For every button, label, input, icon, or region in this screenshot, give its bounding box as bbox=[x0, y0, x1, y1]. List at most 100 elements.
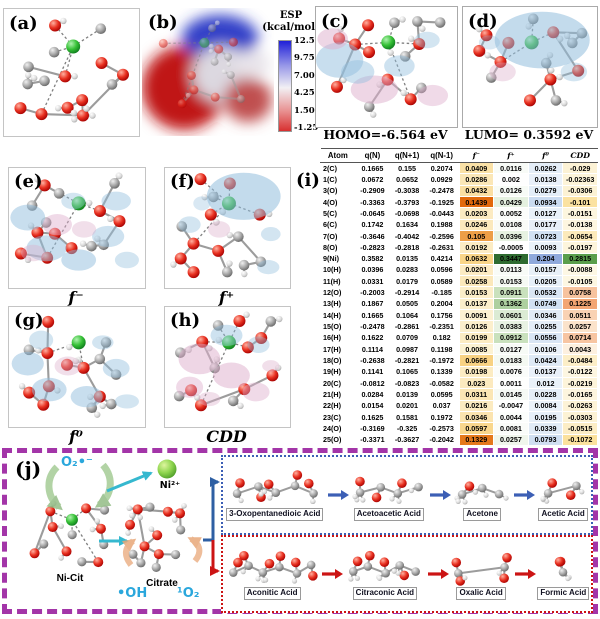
table-cell: 0.0383 bbox=[493, 320, 529, 333]
orbital-lobe-pink bbox=[350, 75, 399, 104]
table-cell: 0.0195 bbox=[527, 410, 564, 424]
orbital-lobe-pink bbox=[21, 244, 46, 262]
table-cell: 0.1625 bbox=[354, 410, 391, 424]
table-cell: 10(H) bbox=[320, 263, 356, 277]
table-cell: 0.0177 bbox=[527, 218, 564, 231]
table-cell: 0.0596 bbox=[423, 263, 460, 277]
table-cell: 0.0597 bbox=[458, 422, 495, 435]
pathway-item: Acetone bbox=[454, 469, 510, 521]
table-cell: 0.0632 bbox=[458, 252, 495, 265]
table-cell: 0.0258 bbox=[458, 275, 495, 288]
table-cell: -0.0306 bbox=[562, 184, 598, 197]
table-cell: -0.3363 bbox=[354, 195, 391, 209]
table-header-cell: f⁰ bbox=[528, 148, 563, 163]
table-cell: 0.105 bbox=[458, 229, 495, 243]
table-cell: -0.3169 bbox=[354, 422, 391, 435]
fukui-plus-graphic bbox=[170, 172, 281, 279]
table-cell: 0.0091 bbox=[458, 309, 495, 322]
table-cell: -0.2596 bbox=[423, 229, 460, 243]
table-cell: 0.182 bbox=[423, 331, 460, 345]
orbital-lobe-blue bbox=[101, 191, 131, 211]
pathway-arrow bbox=[514, 490, 536, 500]
pathway-molecule-graphic bbox=[348, 551, 420, 582]
table-cell: -0.2631 bbox=[423, 241, 460, 254]
table-cell: -0.0698 bbox=[389, 207, 425, 220]
pathway-label: Acetoacetic Acid bbox=[353, 508, 424, 521]
pathway-2-box: Aconitic Acid Citraconic Acid Oxalic Acid F… bbox=[221, 535, 593, 613]
panel-e: (e) bbox=[8, 167, 146, 289]
cdd-caption: CDD bbox=[206, 427, 247, 446]
table-cell: 0.1114 bbox=[354, 342, 391, 356]
orbital-lobe-pink bbox=[54, 356, 82, 376]
table-cell: -0.3371 bbox=[354, 433, 391, 446]
table-row: 21(H) 0.0284 0.0139 0.0595 0.0311 0.0145 0.022… bbox=[320, 388, 598, 401]
table-cell: -0.2003 bbox=[354, 286, 391, 299]
table-cell: -0.0443 bbox=[423, 207, 460, 220]
table-cell: 5(C) bbox=[320, 207, 356, 220]
table-cell: 0.0652 bbox=[389, 173, 425, 186]
panel-f-label: (f) bbox=[170, 171, 195, 192]
table-row: 13(H) 0.1867 0.0505 0.2004 0.0137 0.1362 0.074… bbox=[320, 297, 598, 311]
table-cell: -0.3627 bbox=[389, 433, 425, 446]
table-row: 24(O) -0.3169 -0.325 -0.2573 0.0597 0.0081 0.0… bbox=[320, 422, 598, 435]
pathway-item: Oxalic Acid bbox=[450, 548, 512, 600]
table-cell: -0.1925 bbox=[423, 195, 460, 209]
orbital-lobe-blue bbox=[178, 216, 201, 233]
pathway-molecule-graphic bbox=[451, 553, 512, 587]
table-cell: 0.0283 bbox=[389, 263, 425, 277]
table-row: 17(H) 0.1114 0.0987 0.1198 0.0085 0.0127 0.010… bbox=[320, 342, 598, 356]
table-cell: -0.2909 bbox=[354, 184, 391, 197]
table-cell: -0.325 bbox=[389, 422, 425, 435]
table-cell: 0.1198 bbox=[423, 342, 460, 356]
table-cell: 0.0749 bbox=[527, 297, 564, 311]
table-cell: 0.0793 bbox=[527, 433, 564, 446]
table-cell: 19(H) bbox=[320, 365, 356, 378]
pathway-item: Citraconic Acid bbox=[345, 548, 425, 600]
table-cell: 0.0255 bbox=[527, 320, 564, 333]
orbital-lobe-blue bbox=[29, 330, 54, 350]
table-cell: 0.0044 bbox=[493, 410, 529, 424]
pathway-molecule-graphic bbox=[228, 551, 318, 584]
table-cell: 0.0228 bbox=[527, 388, 564, 401]
table-cell: 0.0137 bbox=[458, 297, 495, 311]
table-cell: 0.0154 bbox=[354, 399, 391, 412]
table-row: 16(H) 0.1622 0.0709 0.182 0.0199 0.0912 0.0556… bbox=[320, 331, 598, 345]
pathway-item: Acetoacetic Acid bbox=[352, 469, 426, 521]
table-cell: 0.0257 bbox=[562, 320, 598, 333]
table-cell: 6(C) bbox=[320, 218, 356, 231]
pathway-2-connector-arrow bbox=[210, 540, 220, 576]
table-cell: -0.2638 bbox=[354, 354, 391, 367]
table-header-cell: f⁻ bbox=[459, 148, 494, 163]
pathway-item: Aconitic Acid bbox=[225, 548, 320, 600]
table-cell: 0.0183 bbox=[493, 354, 529, 367]
table-cell: 0.0396 bbox=[354, 263, 391, 277]
fukui-plus-caption: f⁺ bbox=[218, 288, 235, 307]
panel-d: (d) bbox=[462, 6, 598, 128]
table-cell: -0.0812 bbox=[354, 376, 391, 390]
orbital-lobe-blue bbox=[114, 394, 139, 409]
table-cell: -0.02363 bbox=[562, 173, 598, 186]
table-cell: 0.0137 bbox=[527, 365, 564, 378]
table-cell: 11(H) bbox=[320, 275, 356, 288]
table-cell: 0.0311 bbox=[458, 388, 495, 401]
lumo-caption: LUMO= 0.3592 eV bbox=[464, 127, 594, 142]
pathway-label: Oxalic Acid bbox=[456, 587, 506, 600]
orbital-lobe-blue bbox=[384, 55, 415, 77]
molecule-atoms bbox=[125, 502, 187, 572]
table-cell: 0.1064 bbox=[389, 309, 425, 322]
table-cell: 0.0113 bbox=[493, 263, 529, 277]
panel-e-label: (e) bbox=[14, 171, 43, 192]
table-cell: -0.0645 bbox=[354, 207, 391, 220]
orbital-lobe-blue bbox=[26, 235, 67, 262]
table-cell: 0.0116 bbox=[493, 161, 529, 175]
table-row: 8(O) -0.2823 -0.2818 -0.2631 0.0192 -0.0005 0.… bbox=[320, 241, 598, 254]
orbital-lobe-blue bbox=[10, 204, 46, 231]
table-cell: 0.0043 bbox=[562, 342, 598, 356]
orbital-lobe-blue bbox=[61, 192, 86, 210]
table-cell: -0.3038 bbox=[389, 184, 425, 197]
table-cell: 0.0076 bbox=[493, 365, 529, 378]
table-cell: 0.0108 bbox=[493, 218, 529, 231]
table-cell: 0.0912 bbox=[493, 331, 529, 345]
colorbar-tick: -1.25 bbox=[294, 122, 319, 133]
